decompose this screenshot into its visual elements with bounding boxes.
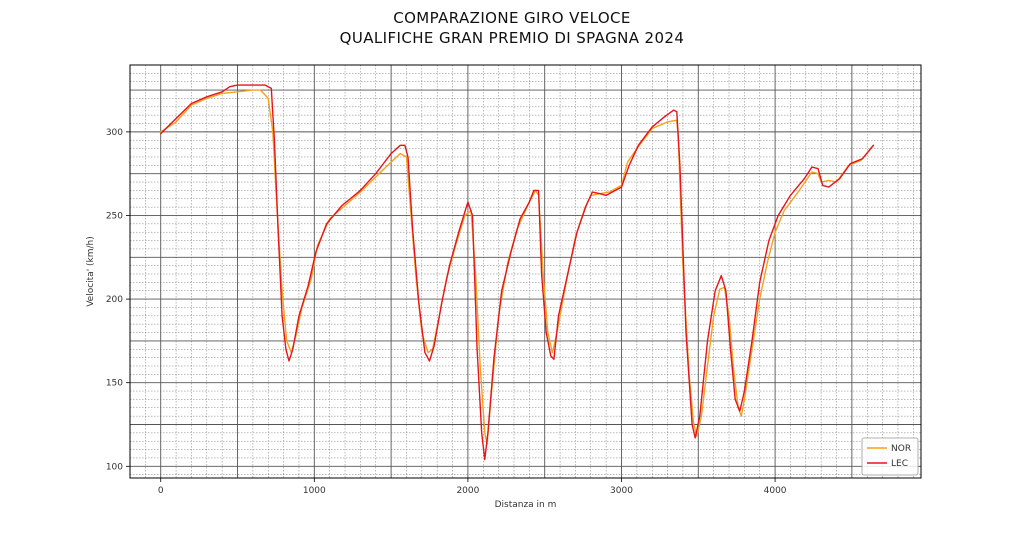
series-layer [160, 84, 875, 461]
legend-label-nor: NOR [891, 444, 911, 454]
x-tick-label: 0 [158, 486, 164, 496]
y-tick-label: 100 [106, 462, 123, 472]
x-tick-label: 4000 [764, 486, 787, 496]
axis-ticks: 0 1000 2000 3000 4000 100 150 200 250 300 [106, 128, 787, 496]
y-tick-label: 150 [106, 379, 123, 389]
series-line-lec [160, 84, 875, 461]
x-tick-label: 1000 [303, 486, 326, 496]
chart-title-line1: COMPARAZIONE GIRO VELOCE [393, 9, 631, 27]
y-axis-label: Velocita' (km/h) [86, 236, 96, 307]
legend: NOR LEC [861, 437, 919, 476]
y-tick-label: 250 [106, 211, 123, 221]
x-tick-label: 2000 [456, 486, 479, 496]
x-tick-label: 3000 [610, 486, 633, 496]
minor-grid [129, 64, 921, 478]
plot-frame [129, 64, 922, 479]
chart-title-line2: QUALIFICHE GRAN PREMIO DI SPAGNA 2024 [339, 29, 685, 47]
major-grid [130, 65, 921, 478]
x-axis-label: Distanza in m [495, 500, 557, 510]
series-line-nor [160, 89, 875, 446]
legend-label-lec: LEC [891, 459, 908, 469]
y-tick-label: 300 [106, 128, 123, 138]
y-tick-label: 200 [106, 295, 123, 305]
